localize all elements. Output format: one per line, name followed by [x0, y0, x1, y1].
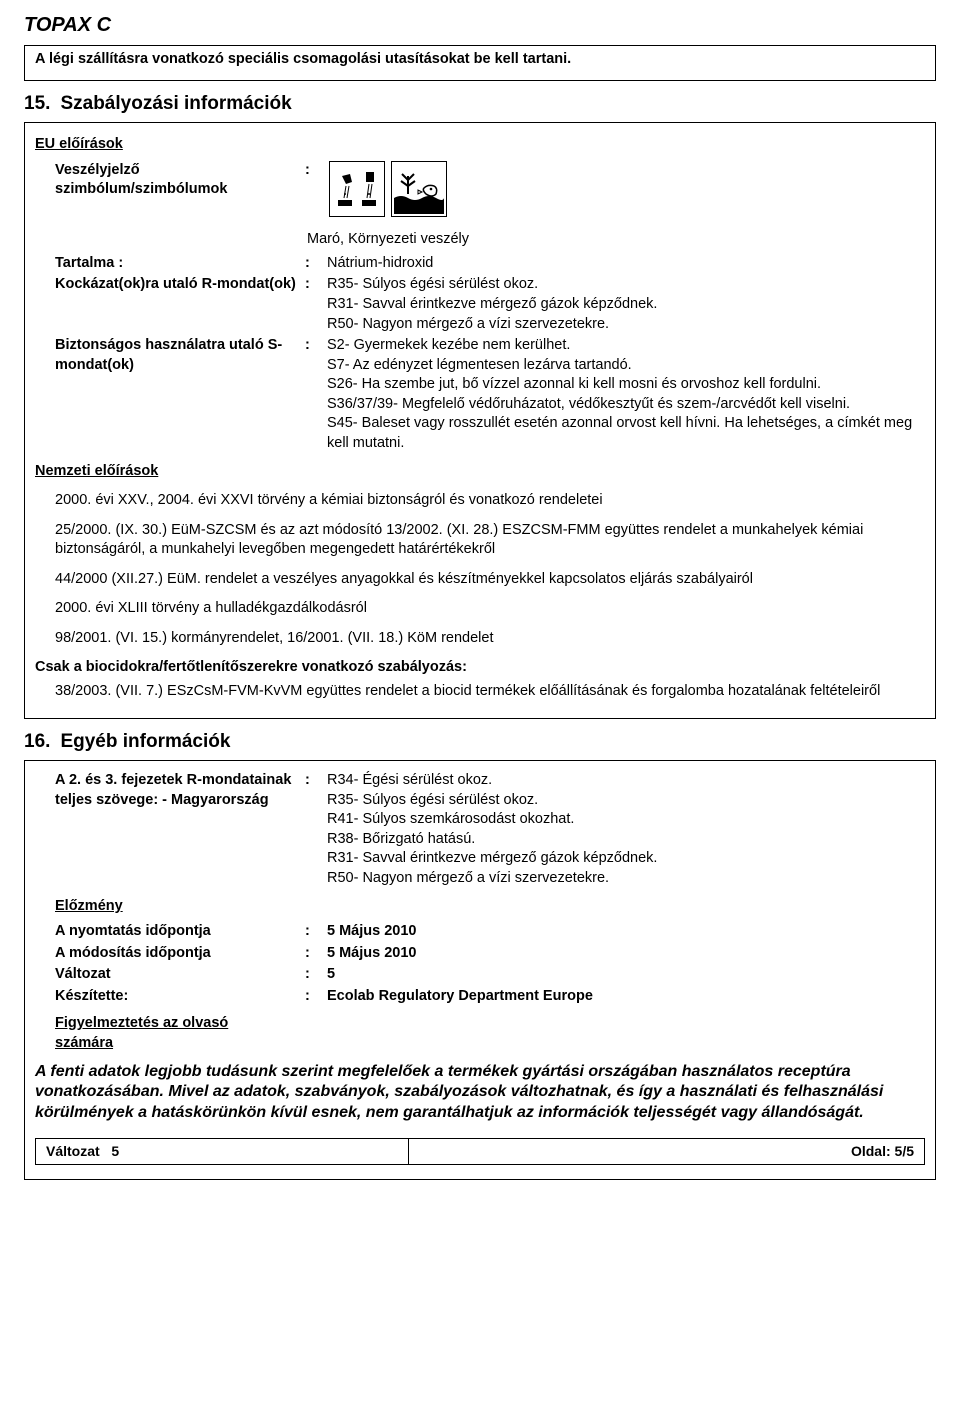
biocide-reg: 38/2003. (VII. 7.) ESzCsM-FVM-KvVM együt…: [55, 682, 925, 702]
contains-value: Nátrium-hidroxid: [327, 254, 925, 274]
air-note: A légi szállításra vonatkozó speciális c…: [35, 50, 925, 70]
history-heading: Előzmény: [55, 897, 925, 917]
prepared-value: Ecolab Regulatory Department Europe: [327, 987, 925, 1007]
document-title: TOPAX C: [24, 12, 936, 39]
colon: :: [305, 922, 327, 942]
r-phrases-value: R35- Súlyos égési sérülést okoz.R31- Sav…: [327, 275, 925, 334]
regulation-list: 2000. évi XXV., 2004. évi XXVI törvény a…: [55, 491, 925, 648]
colon: :: [305, 965, 327, 985]
hazard-text: Maró, Környezeti veszély: [307, 230, 925, 250]
eu-heading: EU előírások: [35, 135, 925, 155]
section-15-num: 15.: [24, 93, 50, 114]
prepared-label: Készítette:: [55, 987, 305, 1007]
rev-date-row: A módosítás időpontja : 5 Május 2010: [55, 944, 925, 964]
environment-icon: [391, 161, 447, 217]
s-phrases-label: Biztonságos használatra utaló S-mondat(o…: [55, 336, 305, 375]
rev-date-value: 5 Május 2010: [327, 944, 925, 964]
contains-label: Tartalma :: [55, 254, 305, 274]
hazard-symbol-row: Veszélyjelző szimbólum/szimbólumok :: [55, 161, 925, 221]
rtext-full-label: A 2. és 3. fejezetek R-mondatainak telje…: [55, 771, 305, 810]
national-heading: Nemzeti előírások: [35, 462, 925, 482]
colon: :: [305, 771, 327, 791]
section-15-title: Szabályozási információk: [60, 93, 291, 114]
version-value: 5: [327, 965, 925, 985]
colon: :: [305, 987, 327, 1007]
hazard-symbol-colon: :: [305, 161, 327, 181]
print-date-value: 5 Május 2010: [327, 922, 925, 942]
rev-date-label: A módosítás időpontja: [55, 944, 305, 964]
version-label: Változat: [55, 965, 305, 985]
section-16-header: 16. Egyéb információk: [24, 729, 936, 755]
reader-heading: Figyelmeztetés az olvasó számára: [55, 1014, 255, 1053]
r-phrases-label: Kockázat(ok)ra utaló R-mondat(ok): [55, 275, 305, 295]
biocide-heading: Csak a biocidokra/fertőtlenítőszerekre v…: [35, 658, 925, 678]
section-16-title: Egyéb információk: [60, 731, 230, 752]
footer: Változat 5 Oldal: 5/5: [35, 1138, 925, 1165]
hazard-icons: [329, 161, 447, 217]
section-16-num: 16.: [24, 731, 50, 752]
footer-page: Oldal: 5/5: [409, 1139, 924, 1164]
corrosive-icon: [329, 161, 385, 217]
disclaimer: A fenti adatok legjobb tudásunk szerint …: [35, 1062, 925, 1124]
print-date-label: A nyomtatás időpontja: [55, 922, 305, 942]
prepared-row: Készítette: : Ecolab Regulatory Departme…: [55, 987, 925, 1007]
colon: :: [305, 275, 327, 295]
rtext-full-row: A 2. és 3. fejezetek R-mondatainak telje…: [55, 771, 925, 888]
colon: :: [305, 336, 327, 356]
footer-version: Változat 5: [36, 1139, 409, 1164]
colon: :: [305, 944, 327, 964]
air-note-frame: A légi szállításra vonatkozó speciális c…: [24, 45, 936, 81]
version-row: Változat : 5: [55, 965, 925, 985]
section-16-frame: A 2. és 3. fejezetek R-mondatainak telje…: [24, 760, 936, 1180]
rtext-full-value: R34- Égési sérülést okoz.R35- Súlyos égé…: [327, 771, 925, 888]
s-phrases-value: S2- Gyermekek kezébe nem kerülhet.S7- Az…: [327, 336, 925, 453]
r-phrases-row: Kockázat(ok)ra utaló R-mondat(ok) : R35-…: [55, 275, 925, 334]
print-date-row: A nyomtatás időpontja : 5 Május 2010: [55, 922, 925, 942]
contains-row: Tartalma : : Nátrium-hidroxid: [55, 254, 925, 274]
section-15-header: 15. Szabályozási információk: [24, 91, 936, 117]
s-phrases-row: Biztonságos használatra utaló S-mondat(o…: [55, 336, 925, 453]
hazard-symbol-label: Veszélyjelző szimbólum/szimbólumok: [55, 161, 305, 200]
colon: :: [305, 254, 327, 274]
section-15-frame: EU előírások Veszélyjelző szimbólum/szim…: [24, 122, 936, 718]
